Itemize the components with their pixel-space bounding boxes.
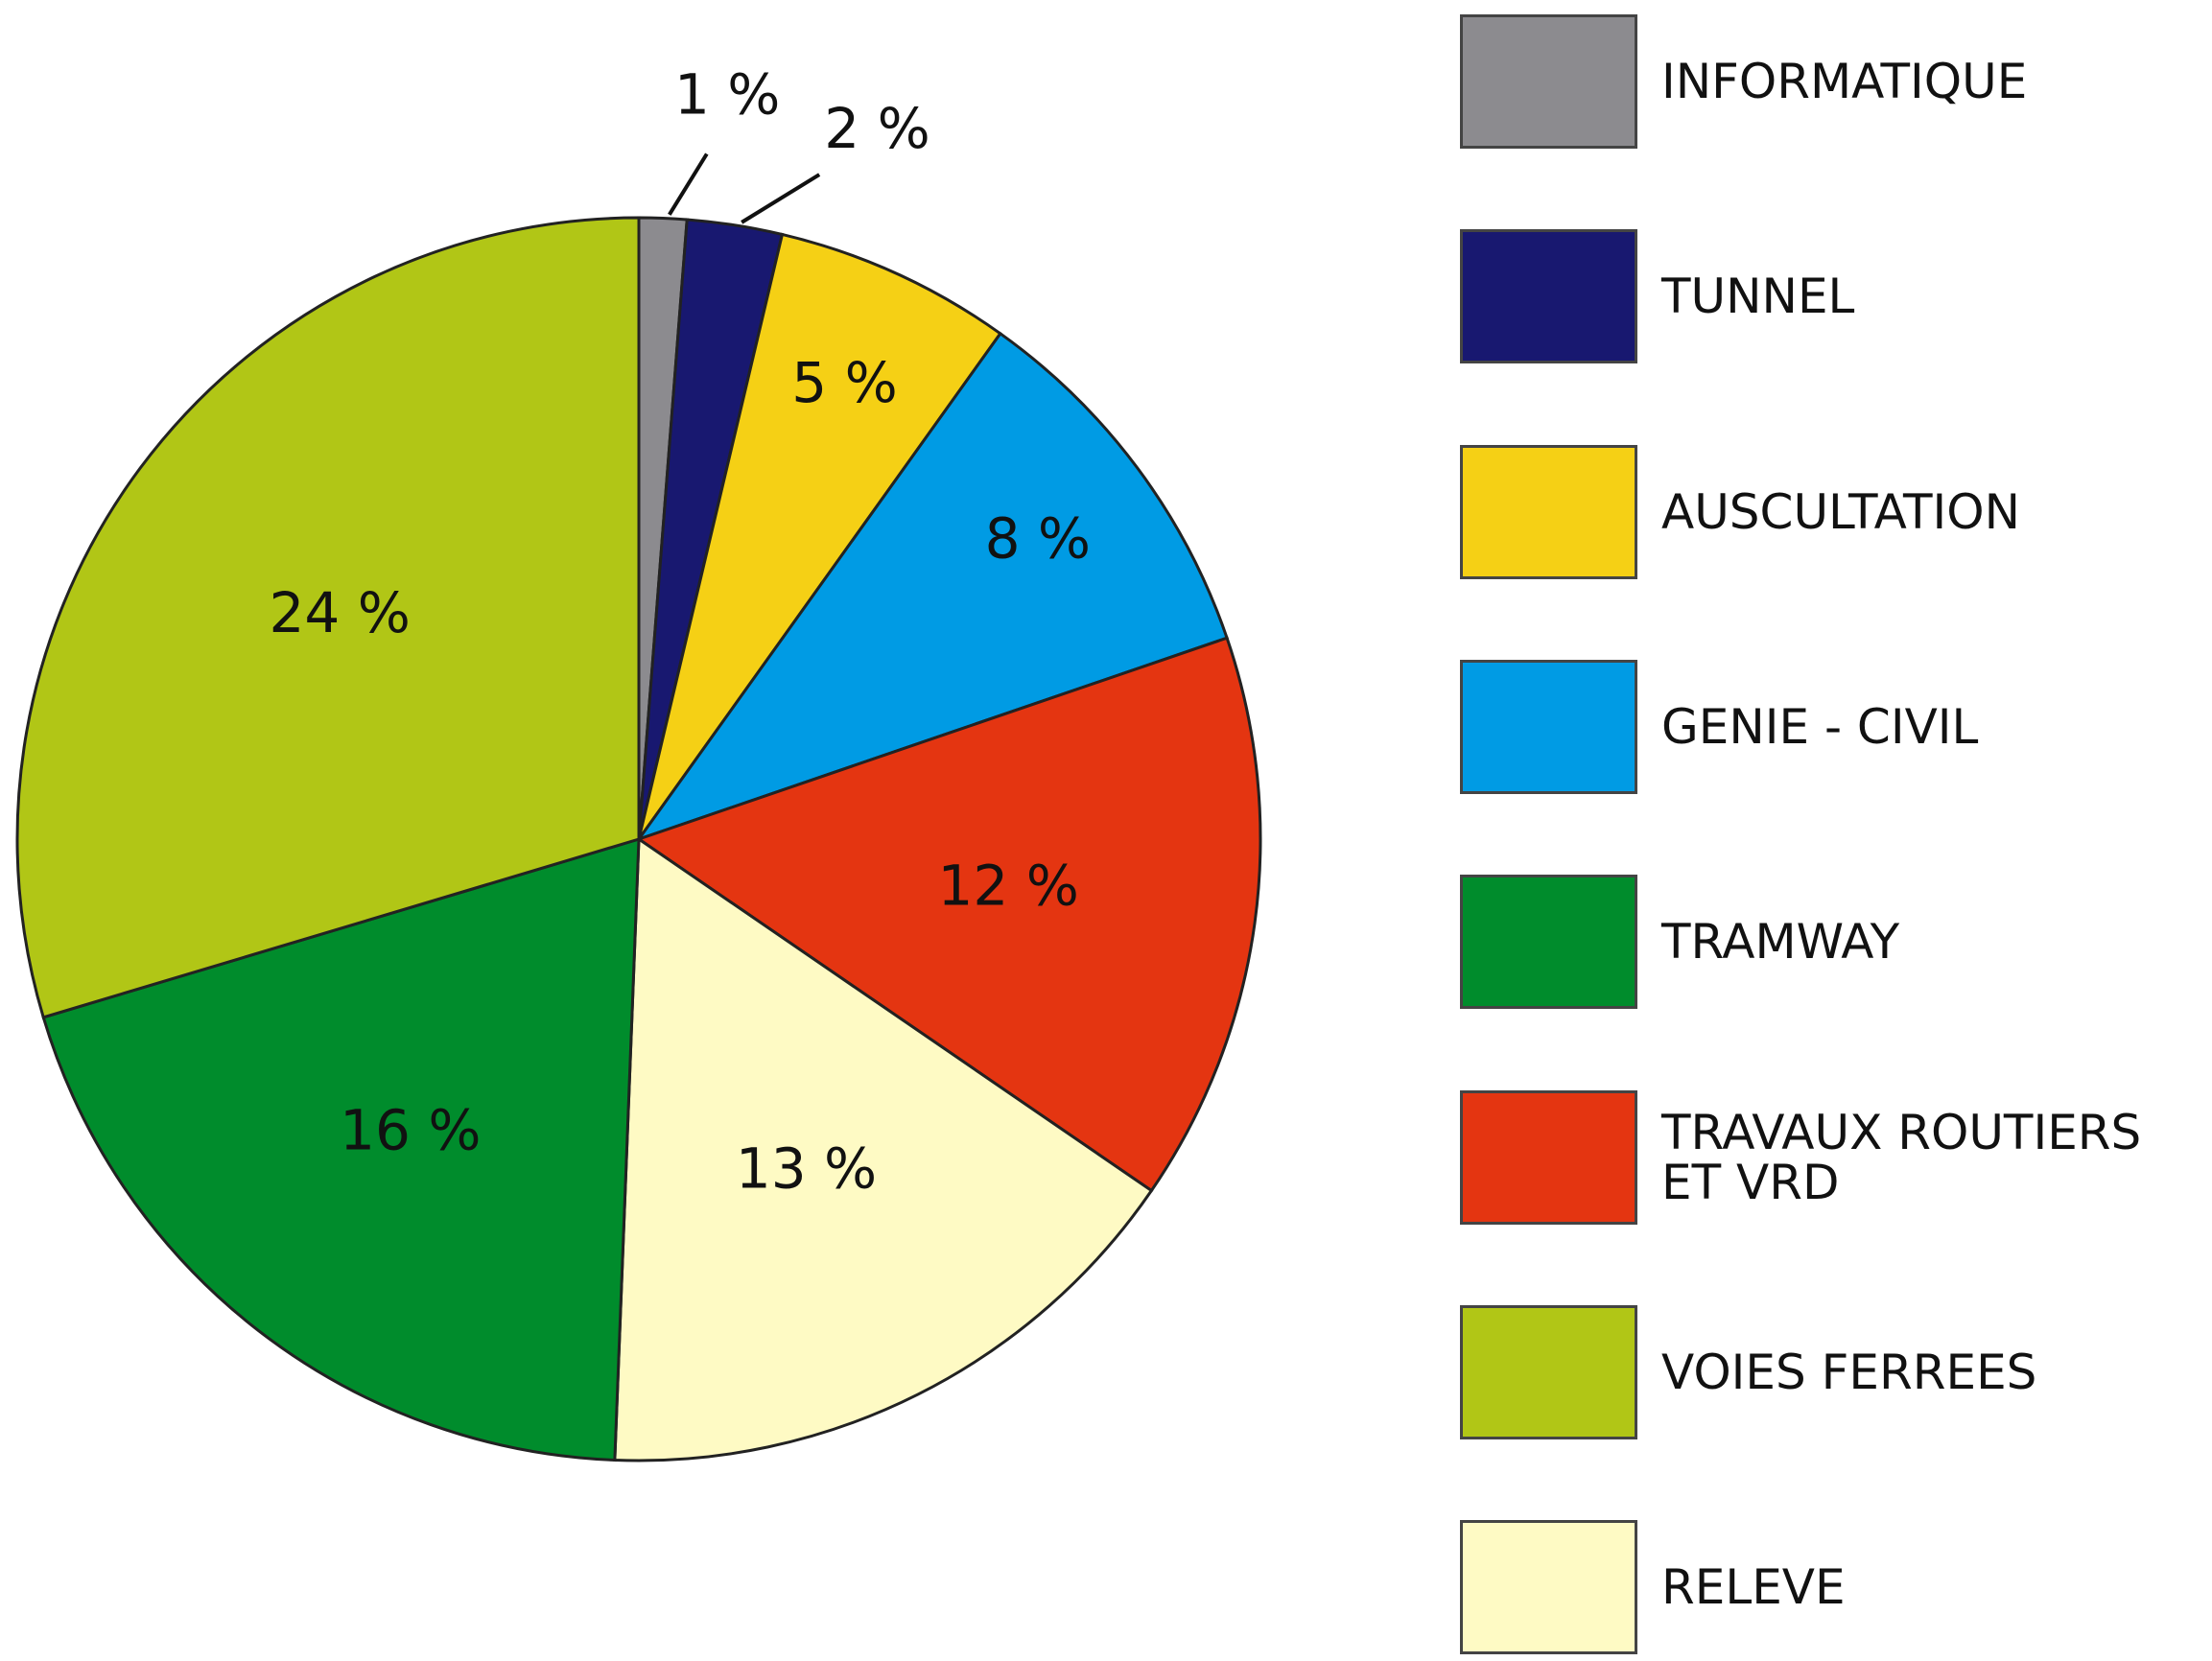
legend-swatch (1460, 1304, 1637, 1439)
pie-slice (41, 836, 641, 1462)
legend-label: RELEVE (1661, 1559, 1846, 1616)
leader-line (668, 152, 709, 216)
legend-label: TUNNEL (1661, 269, 1855, 325)
pie-slice (15, 216, 641, 1019)
legend-swatch (1460, 1520, 1637, 1655)
data-label: 1 % (674, 62, 780, 128)
legend-swatch (1460, 229, 1637, 364)
data-label: 24 % (269, 580, 410, 645)
pie-slice (613, 836, 1154, 1462)
data-label: 8 % (985, 506, 1091, 572)
pie-slice (637, 232, 1002, 840)
legend-label: INFORMATIQUE (1661, 54, 2028, 109)
legend-swatch (1460, 14, 1637, 149)
legend-label: TRAMWAY (1661, 914, 1900, 971)
leader-line (741, 173, 821, 224)
legend-swatch (1460, 875, 1637, 1010)
pie-chart: 1 % 2 % 5 % 8 % 12 % 13 % 16 % 24 % (15, 62, 1262, 1462)
data-label: 2 % (824, 96, 930, 161)
data-label: 13 % (736, 1136, 877, 1202)
legend-label: AUSCULTATION (1661, 483, 2021, 540)
legend-label: VOIES FERREES (1661, 1344, 2037, 1400)
legend-label: GENIE - CIVIL (1661, 698, 1979, 755)
pie-slice (635, 636, 1262, 1193)
data-label: 16 % (340, 1097, 481, 1162)
data-label: 12 % (938, 854, 1079, 919)
legend-swatch (1460, 1089, 1637, 1225)
pie-slice (635, 331, 1230, 842)
legend-label: TRAVAUX ROUTIERS ET VRD (1661, 1104, 2142, 1210)
legend-swatch (1460, 659, 1637, 794)
legend-swatch (1460, 444, 1637, 579)
data-label: 5 % (791, 350, 897, 415)
